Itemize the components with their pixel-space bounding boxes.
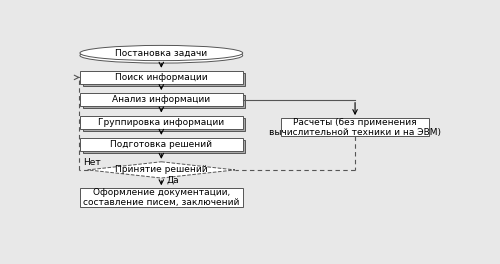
Text: Подготовка решений: Подготовка решений (110, 140, 212, 149)
FancyBboxPatch shape (82, 117, 245, 131)
FancyBboxPatch shape (80, 188, 242, 206)
Text: Расчеты (без применения
вычислительной техники и на ЭВМ): Расчеты (без применения вычислительной т… (269, 117, 441, 137)
FancyBboxPatch shape (282, 118, 428, 136)
Ellipse shape (80, 45, 242, 61)
FancyBboxPatch shape (80, 93, 242, 106)
FancyBboxPatch shape (82, 73, 245, 86)
Text: Нет: Нет (82, 158, 100, 167)
Text: Анализ информации: Анализ информации (112, 95, 210, 104)
Text: Поиск информации: Поиск информации (115, 73, 208, 82)
FancyBboxPatch shape (80, 71, 242, 84)
Text: Да: Да (166, 176, 179, 185)
Text: Постановка задачи: Постановка задачи (115, 49, 208, 58)
Ellipse shape (80, 48, 242, 63)
Text: Оформление документации,
составление писем, заключений: Оформление документации, составление пис… (83, 188, 239, 207)
FancyBboxPatch shape (82, 95, 245, 109)
Polygon shape (88, 162, 235, 178)
Text: Принятие решений: Принятие решений (115, 166, 208, 175)
FancyBboxPatch shape (80, 116, 242, 129)
FancyBboxPatch shape (82, 140, 245, 153)
Text: Группировка информации: Группировка информации (98, 118, 224, 127)
FancyBboxPatch shape (80, 138, 242, 151)
